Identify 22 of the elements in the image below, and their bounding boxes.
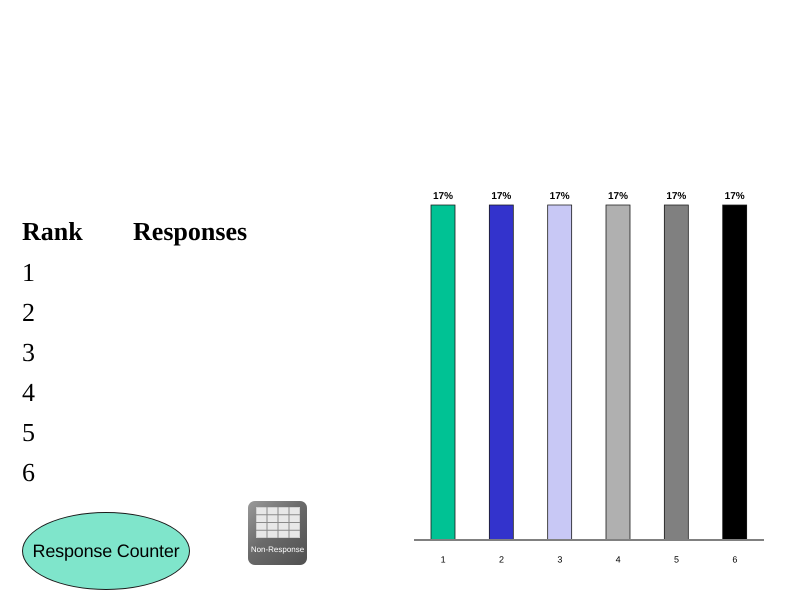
oval-button: Response Counter xyxy=(22,512,190,590)
data-label: 17% xyxy=(608,191,628,202)
x-tick-label: 4 xyxy=(616,554,621,564)
x-tick-label: 2 xyxy=(498,554,504,564)
data-label: 17% xyxy=(666,191,686,202)
x-tick-label: 6 xyxy=(732,554,738,564)
text: 3 xyxy=(22,338,35,367)
data-label: 17% xyxy=(724,191,745,202)
tile-button: Non-Response xyxy=(248,501,307,565)
x-tick-label: 3 xyxy=(557,554,562,564)
data-label: 17% xyxy=(491,191,512,202)
text: 4 xyxy=(22,378,35,407)
x-tick-label: 5 xyxy=(674,554,680,564)
text: Rank xyxy=(22,217,83,246)
data-label: 17% xyxy=(432,191,454,202)
data-label: 17% xyxy=(550,191,570,202)
x-tick-label: 1 xyxy=(440,554,446,564)
text: 2 xyxy=(22,298,35,327)
text: Responses xyxy=(133,217,248,246)
text: 1 xyxy=(22,258,35,287)
text: 5 xyxy=(22,418,35,447)
text: 6 xyxy=(22,458,35,487)
